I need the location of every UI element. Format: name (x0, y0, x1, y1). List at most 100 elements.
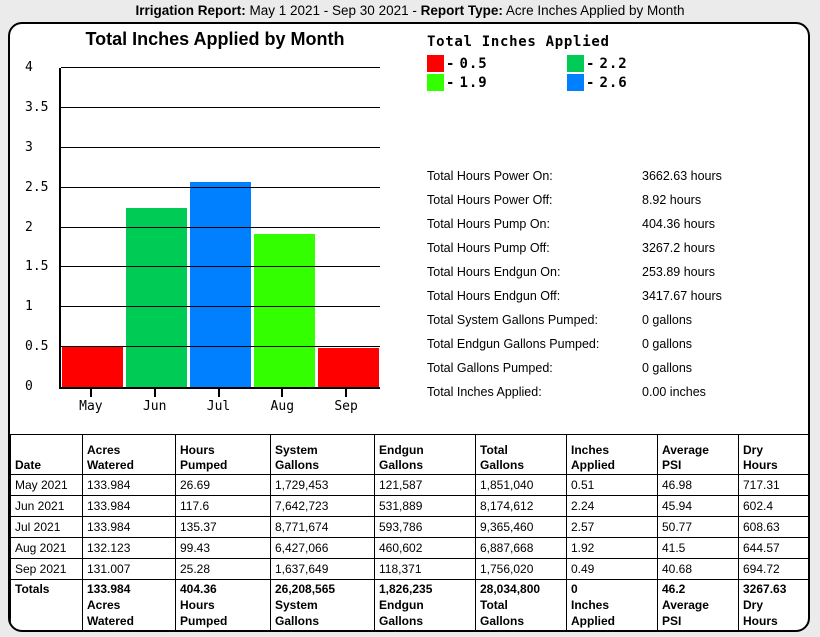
table-cell: 593,786 (374, 516, 476, 538)
table-cell: Sep 2021 (10, 558, 83, 580)
stat-value: 3267.2 hours (642, 241, 715, 255)
gridline (61, 266, 380, 268)
bar-aug (253, 233, 315, 387)
stat-row: Total Hours Power Off: 8.92 hours (427, 188, 802, 212)
legend-separator: - (586, 74, 596, 91)
y-axis-label: 1.5 (25, 259, 49, 275)
monthly-data-table: Date Acres Watered Hours Pumped System Gallons… (10, 434, 808, 630)
totals-line: Applied (571, 614, 615, 628)
table-cell: 644.57 (738, 537, 808, 559)
x-axis-tick (281, 389, 284, 397)
y-axis-label: 0 (25, 379, 33, 394)
gridline (61, 106, 380, 108)
legend-item: -0.5 (427, 54, 567, 73)
x-axis-label-may: May (79, 399, 103, 414)
y-axis-label: 1 (25, 299, 33, 315)
plot-area (59, 67, 380, 389)
report-type-value: Acre Inches Applied by Month (502, 3, 685, 18)
header-line: Hours (180, 443, 215, 457)
bar-sep (317, 347, 379, 387)
header-line: Total (480, 443, 508, 457)
stat-value: 0 gallons (642, 313, 693, 327)
totals-cell: Totals (10, 579, 83, 630)
stat-row: Total Hours Power On: 3662.63 hours (427, 164, 802, 188)
table-header-cell: Date (10, 434, 83, 475)
legend-item: -1.9 (427, 73, 567, 92)
stat-row: Total System Gallons Pumped: 0 gallons (427, 308, 802, 332)
table-row: May 2021 133.984 26.69 1,729,453 121,587 1,85… (10, 474, 808, 496)
gridline (61, 346, 380, 348)
stat-label: Total Hours Endgun On: (427, 265, 561, 279)
table-header-cell: Hours Pumped (175, 434, 271, 475)
table-cell: 40.68 (657, 558, 739, 580)
y-axis-label: 4 (25, 60, 33, 75)
gridline (61, 146, 380, 148)
table-cell: Jun 2021 (10, 495, 83, 517)
table-cell: 25.28 (175, 558, 271, 580)
totals-line: System (275, 598, 318, 612)
legend-color-swatch (427, 55, 444, 72)
header-line: System (275, 443, 318, 457)
table-row: Aug 2021 132.123 99.43 6,427,066 460,602 6,88… (10, 537, 808, 559)
table-header-cell: Average PSI (657, 434, 739, 475)
x-axis-tick (345, 389, 348, 397)
stat-label: Total Hours Pump On: (427, 217, 550, 231)
gridline (61, 306, 380, 308)
bar-jul (190, 182, 251, 387)
legend-separator: - (446, 55, 456, 72)
table-cell: 50.77 (657, 516, 739, 538)
legend-value: 0.5 (459, 55, 488, 72)
gridline (61, 67, 380, 68)
table-header-cell: Inches Applied (566, 434, 658, 475)
legend-value: 1.9 (459, 74, 488, 91)
table-cell: 41.5 (657, 537, 739, 559)
header-line: Date (15, 458, 42, 472)
table-cell: 1,637,649 (270, 558, 375, 580)
legend-item: -2.2 (567, 54, 707, 73)
stat-row: Total Inches Applied: 0.00 inches (427, 380, 802, 404)
header-line: Applied (571, 458, 615, 472)
table-cell: 121,587 (374, 474, 476, 496)
totals-line: Dry (743, 598, 764, 612)
table-totals-row: Totals 133.984 Acres Watered 404.36 Hours Pump… (10, 579, 808, 630)
chart-legend: Total Inches Applied -0.5-1.9-2.2-2.6 (427, 34, 797, 92)
totals-line: Average (662, 598, 709, 612)
legend-value: 2.6 (599, 74, 628, 91)
legend-color-swatch (567, 55, 584, 72)
totals-cell: 0 Inches Applied (566, 579, 658, 630)
report-box: Total Inches Applied by Month 0 0.5 1 1.5 2 2… (8, 22, 810, 632)
table-cell: 2.24 (566, 495, 658, 517)
table-row: Jul 2021 133.984 135.37 8,771,674 593,786 9,3… (10, 516, 808, 538)
y-axis-label: 2 (25, 219, 33, 235)
stat-label: Total Hours Pump Off: (427, 241, 550, 255)
table-header-cell: Total Gallons (475, 434, 567, 475)
table-cell: 1,729,453 (270, 474, 375, 496)
totals-cell: 1,826,235 Endgun Gallons (374, 579, 476, 630)
header-line (15, 443, 79, 458)
table-cell: 1,851,040 (475, 474, 567, 496)
table-cell: 717.31 (738, 474, 808, 496)
stat-value: 3662.63 hours (642, 169, 722, 183)
totals-stats-list: Total Hours Power On: 3662.63 hours Total … (427, 164, 802, 404)
stat-value: 3417.67 hours (642, 289, 722, 303)
stat-label: Total Gallons Pumped: (427, 361, 553, 375)
legend-separator: - (446, 74, 456, 91)
bar-jun (126, 208, 188, 387)
table-cell: 7,642,723 (270, 495, 375, 517)
stat-row: Total Hours Pump On: 404.36 hours (427, 212, 802, 236)
table-header-row: Date Acres Watered Hours Pumped System Gallons… (10, 434, 808, 475)
stat-row: Total Endgun Gallons Pumped: 0 gallons (427, 332, 802, 356)
chart-title: Total Inches Applied by Month (85, 29, 345, 49)
table-cell: 608.63 (738, 516, 808, 538)
report-header-label-1: Irrigation Report: (135, 3, 246, 18)
table-cell: Aug 2021 (10, 537, 83, 559)
table-cell: 2.57 (566, 516, 658, 538)
table-cell: 0.49 (566, 558, 658, 580)
x-axis-tick (217, 389, 220, 397)
table-cell: 133.984 (82, 495, 176, 517)
stat-value: 253.89 hours (642, 265, 715, 279)
totals-line: 28,034,800 (480, 582, 541, 596)
table-cell: 26.69 (175, 474, 271, 496)
totals-cell: 133.984 Acres Watered (82, 579, 176, 630)
legend-separator: - (586, 55, 596, 72)
